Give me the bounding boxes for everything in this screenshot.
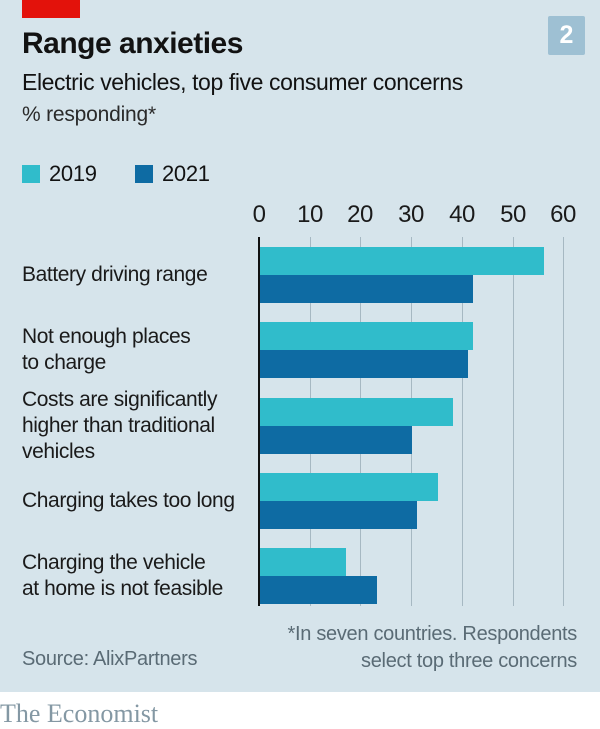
source-label: Source: AlixPartners bbox=[22, 648, 198, 670]
category-label: Not enough places to charge bbox=[22, 324, 257, 376]
legend-label: 2021 bbox=[162, 161, 210, 186]
legend: 2019 2021 bbox=[22, 161, 422, 187]
category-label: Charging the vehicle at home is not feasi… bbox=[22, 550, 257, 602]
bar-2019 bbox=[260, 398, 453, 426]
chart-title: Range anxieties bbox=[22, 27, 243, 60]
bar-2021 bbox=[260, 576, 377, 604]
bar-2021 bbox=[260, 275, 473, 303]
gridline bbox=[563, 237, 564, 606]
legend-item-2019: 2019 bbox=[22, 161, 97, 187]
chart-subtitle: Electric vehicles, top five consumer con… bbox=[22, 69, 463, 95]
gridline bbox=[462, 237, 463, 606]
gridline bbox=[513, 237, 514, 606]
category-label-line: at home is not feasible bbox=[22, 577, 223, 600]
bar-2021 bbox=[260, 501, 417, 529]
legend-swatch-2019 bbox=[22, 165, 40, 183]
category-label-line: Charging the vehicle bbox=[22, 551, 206, 574]
x-tick-label: 30 bbox=[398, 201, 424, 228]
bar-chart-plot: 0 10 20 30 40 50 60 Battery driving range Not en… bbox=[22, 201, 576, 606]
bar-2019 bbox=[260, 473, 438, 501]
footnote-line: *In seven countries. Respondents bbox=[287, 623, 578, 645]
category-label-line: Battery driving range bbox=[22, 263, 208, 286]
x-tick-label: 10 bbox=[297, 201, 323, 228]
bar-2019 bbox=[260, 247, 544, 275]
bar-2019 bbox=[260, 322, 473, 350]
x-tick-label: 60 bbox=[550, 201, 576, 228]
category-label-line: Costs are significantly bbox=[22, 388, 218, 411]
figure-number-badge: 2 bbox=[548, 16, 585, 55]
category-label: Costs are significantly higher than tradi… bbox=[22, 387, 257, 465]
category-label-line: vehicles bbox=[22, 440, 95, 463]
bar-2021 bbox=[260, 426, 412, 454]
bar-2021 bbox=[260, 350, 468, 378]
chart-card: 2 Range anxieties Electric vehicles, top… bbox=[0, 0, 600, 692]
unit-label: % responding* bbox=[22, 103, 156, 126]
x-tick-label: 50 bbox=[500, 201, 526, 228]
footnote: *In seven countries. Respondents select … bbox=[237, 621, 578, 675]
category-label-line: higher than traditional bbox=[22, 414, 215, 437]
category-label: Charging takes too long bbox=[22, 488, 257, 514]
category-label: Battery driving range bbox=[22, 262, 257, 288]
legend-item-2021: 2021 bbox=[135, 161, 210, 187]
x-axis-zero-line bbox=[258, 237, 260, 606]
x-tick-label: 20 bbox=[347, 201, 373, 228]
category-label-line: Not enough places bbox=[22, 325, 191, 348]
footnote-line: select top three concerns bbox=[361, 650, 577, 672]
x-tick-label: 40 bbox=[449, 201, 475, 228]
legend-label: 2019 bbox=[49, 161, 97, 186]
economist-logo: The Economist bbox=[0, 699, 159, 728]
legend-swatch-2021 bbox=[135, 165, 153, 183]
x-tick-label: 0 bbox=[252, 201, 266, 228]
category-label-line: Charging takes too long bbox=[22, 489, 235, 512]
bar-2019 bbox=[260, 548, 346, 576]
category-label-line: to charge bbox=[22, 351, 106, 374]
red-accent-bar bbox=[22, 0, 80, 18]
